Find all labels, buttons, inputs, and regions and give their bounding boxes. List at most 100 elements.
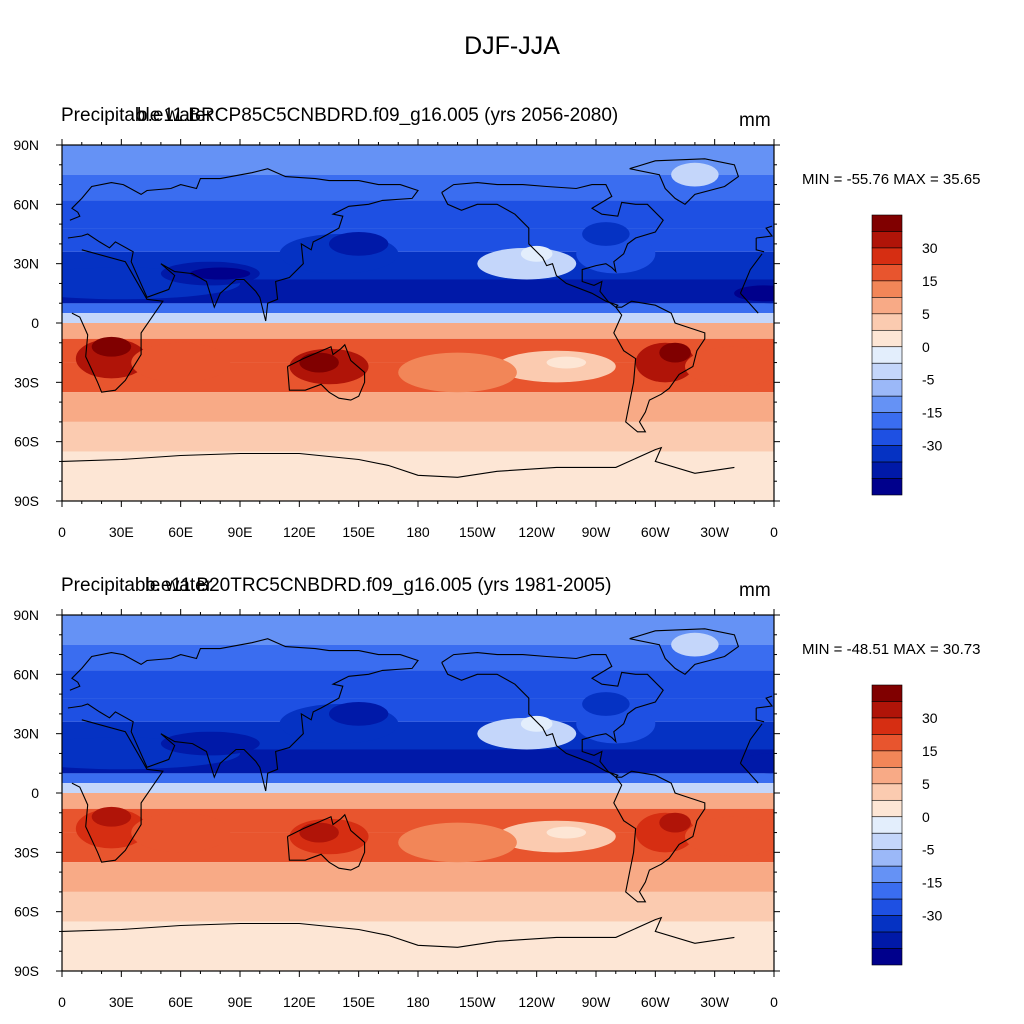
y-tick-label: 30N	[13, 256, 39, 272]
y-tick-label: 60N	[13, 196, 39, 212]
field-blob	[329, 232, 389, 256]
colorbar-box	[871, 849, 903, 867]
colorbar-label: -15	[922, 405, 942, 421]
coastline	[613, 300, 706, 433]
colorbar-box	[871, 395, 903, 413]
x-tick-label: 150W	[459, 994, 496, 1010]
colorbar-box	[871, 734, 903, 752]
map-panel-1: 0 30E 60E 90E 120E 150E 180 150W 120W 90W 60W 30W 0 9…	[13, 137, 780, 540]
coastline	[67, 638, 774, 792]
field-band	[62, 313, 774, 323]
colorbar-box	[871, 379, 903, 397]
x-tick-label: 150W	[459, 524, 496, 540]
x-tick-label: 30W	[700, 994, 730, 1010]
coastline	[629, 158, 740, 205]
colorbar-box	[871, 717, 903, 735]
colorbar-label: -30	[922, 908, 942, 924]
field-band	[62, 145, 774, 175]
x-tick-label: 120E	[283, 524, 316, 540]
field-band	[62, 174, 774, 201]
colorbar-box	[871, 329, 903, 348]
field-band	[62, 451, 774, 501]
field-blob	[546, 826, 587, 839]
y-tick-label: 30S	[14, 374, 39, 390]
y-tick-label: 90N	[13, 607, 39, 623]
field-blob	[398, 352, 517, 393]
colorbar-label: -5	[922, 372, 935, 388]
field-blob	[398, 822, 517, 863]
colorbar-box	[871, 247, 903, 265]
panel-2-units: mm	[739, 580, 771, 601]
colorbar-box	[871, 684, 903, 702]
colorbar-box	[871, 445, 903, 463]
colorbar-box	[871, 882, 903, 900]
field-blob	[131, 342, 231, 383]
field-band	[62, 862, 774, 892]
colorbar-box	[871, 915, 903, 933]
panel-1-minmax: MIN = -55.76 MAX = 35.65	[802, 171, 981, 188]
field-band-strong	[62, 279, 774, 304]
field-features	[62, 628, 774, 948]
x-tick-label: 180	[406, 524, 430, 540]
colorbar-box	[871, 832, 903, 851]
x-tick-label: 0	[770, 994, 778, 1010]
field-blob	[740, 753, 774, 774]
panel-1-title-left: Precipitable water	[61, 105, 213, 126]
field-blob	[582, 222, 630, 246]
colorbar-box	[871, 412, 903, 430]
colorbar-label: -15	[922, 875, 942, 891]
colorbar-box	[871, 346, 903, 364]
field-band	[62, 615, 774, 645]
x-tick-label: 30W	[700, 524, 730, 540]
map-panel-2: 0 30E 60E 90E 120E 150E 180 150W 120W 90W 60W 30W 0 9…	[13, 607, 780, 1010]
colorbar-box	[871, 280, 903, 298]
field-blob	[582, 692, 630, 716]
field-blob	[520, 245, 553, 262]
colorbar-box	[871, 231, 903, 249]
field-blob	[671, 162, 719, 187]
colorbar-box	[871, 783, 903, 801]
y-tick-label: 90S	[14, 493, 39, 509]
x-tick-label: 60W	[641, 994, 671, 1010]
coastline	[629, 628, 740, 675]
field-blob	[685, 346, 774, 387]
coastline	[286, 813, 366, 871]
colorbar-box	[871, 362, 903, 381]
colorbar-box	[871, 865, 903, 883]
colorbar-label: 15	[922, 273, 938, 289]
colorbar-label: 5	[922, 776, 930, 792]
colorbar-box	[871, 428, 903, 446]
field-band	[62, 228, 774, 252]
field-band	[62, 698, 774, 722]
field-band	[62, 303, 774, 314]
y-tick-label: 90S	[14, 963, 39, 979]
field-blob	[299, 822, 339, 843]
field-band	[62, 670, 774, 699]
colorbar-label: 15	[922, 743, 938, 759]
x-tick-label: 120E	[283, 994, 316, 1010]
field-blob	[329, 702, 389, 726]
field-band	[62, 921, 774, 971]
colorbar-box	[871, 478, 903, 496]
colorbar-box	[871, 313, 903, 331]
colorbar-box	[871, 461, 903, 479]
y-tick-label: 60N	[13, 666, 39, 682]
y-tick-label: 0	[31, 785, 39, 801]
x-tick-label: 180	[406, 994, 430, 1010]
field-band	[62, 200, 774, 229]
colorbar-label: 30	[922, 240, 938, 256]
colorbar-box	[871, 799, 903, 818]
field-blob	[546, 356, 587, 369]
x-tick-label: 60E	[168, 524, 193, 540]
coastline	[67, 168, 774, 322]
field-band	[62, 421, 774, 452]
figure-title: DJF-JJA	[464, 32, 560, 60]
colorbar-label: 0	[922, 809, 930, 825]
panel-2-minmax: MIN = -48.51 MAX = 30.73	[802, 641, 981, 658]
colorbar-label: 5	[922, 306, 930, 322]
y-tick-label: 0	[31, 315, 39, 331]
x-tick-label: 60E	[168, 994, 193, 1010]
field-blob	[91, 336, 132, 357]
x-tick-label: 60W	[641, 524, 671, 540]
